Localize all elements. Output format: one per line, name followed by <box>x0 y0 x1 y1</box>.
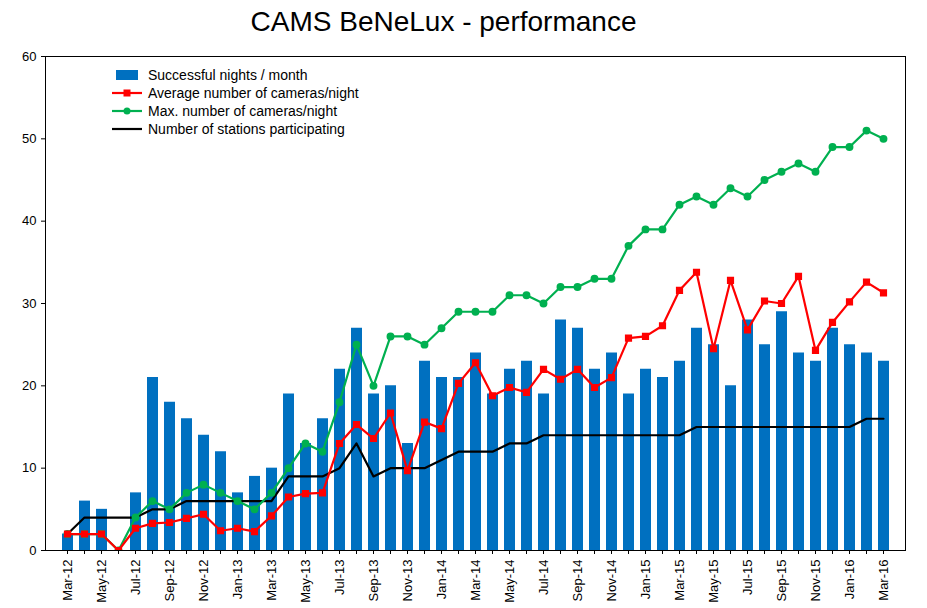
html-text:Max. number of cameras/night: Max. number of cameras/night <box>148 103 338 119</box>
svg-text:20: 20 <box>22 378 36 393</box>
html-text:CAMS BeNeLux - performance: CAMS BeNeLux - performance <box>250 6 637 37</box>
svg-text:Jan-13: Jan-13 <box>230 560 245 600</box>
svg-text:Mar-12: Mar-12 <box>60 560 75 601</box>
svg-text:Nov-14: Nov-14 <box>604 560 619 602</box>
svg-text:0: 0 <box>29 543 36 558</box>
svg-text:Jan-16: Jan-16 <box>842 560 857 600</box>
svg-text:May-14: May-14 <box>502 560 517 603</box>
html-text:Successful nights / month: Successful nights / month <box>148 67 308 83</box>
svg-text:Jul-15: Jul-15 <box>740 560 755 595</box>
svg-text:Nov-12: Nov-12 <box>196 560 211 602</box>
svg-text:60: 60 <box>22 49 36 64</box>
svg-text:10: 10 <box>22 460 36 475</box>
svg-text:Mar-15: Mar-15 <box>672 560 687 601</box>
svg-text:30: 30 <box>22 296 36 311</box>
svg-text:May-13: May-13 <box>298 560 313 603</box>
svg-text:Jul-12: Jul-12 <box>128 560 143 595</box>
svg-text:40: 40 <box>22 213 36 228</box>
svg-text:Nov-13: Nov-13 <box>400 560 415 602</box>
svg-text:Sep-12: Sep-12 <box>162 560 177 602</box>
svg-text:Nov-15: Nov-15 <box>808 560 823 602</box>
svg-text:May-15: May-15 <box>706 560 721 603</box>
svg-text:May-12: May-12 <box>94 560 109 603</box>
svg-text:50: 50 <box>22 131 36 146</box>
svg-text:Jan-15: Jan-15 <box>638 560 653 600</box>
svg-text:Jan-14: Jan-14 <box>434 560 449 600</box>
svg-text:Sep-14: Sep-14 <box>570 560 585 602</box>
svg-text:Jul-13: Jul-13 <box>332 560 347 595</box>
svg-text:Mar-16: Mar-16 <box>876 560 891 601</box>
svg-text:Sep-15: Sep-15 <box>774 560 789 602</box>
svg-text:Jul-14: Jul-14 <box>536 560 551 595</box>
html-text:Number of stations participati: Number of stations participating <box>148 121 345 137</box>
svg-text:Sep-13: Sep-13 <box>366 560 381 602</box>
svg-text:Mar-13: Mar-13 <box>264 560 279 601</box>
html-text:Average number of cameras/nigh: Average number of cameras/night <box>148 85 359 101</box>
svg-text:Mar-14: Mar-14 <box>468 560 483 601</box>
